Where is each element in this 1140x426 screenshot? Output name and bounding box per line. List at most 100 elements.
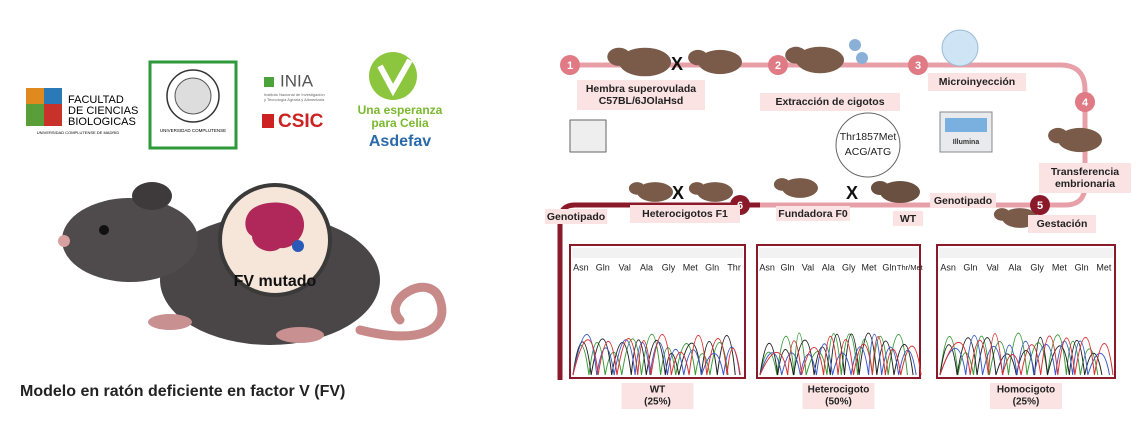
- mouse-head: [628, 182, 646, 195]
- chromatogram-frame: [569, 244, 746, 379]
- logo-footer: UNIVERSIDAD COMPLUTENSE DE MADRID: [37, 130, 120, 135]
- celia-logo: Una esperanza para Celia Asdefav: [358, 52, 443, 150]
- residue: Gln: [596, 262, 610, 272]
- label-box: [1039, 163, 1131, 193]
- logo-text: UNIVERSIDAD COMPLUTENSE: [160, 128, 226, 133]
- residue: Asn: [940, 262, 956, 272]
- label-box: [802, 383, 875, 409]
- residue: Ala: [822, 262, 835, 272]
- trace: [939, 333, 1114, 376]
- label-box: [630, 205, 740, 223]
- step-circle: [768, 55, 788, 75]
- mouse-head: [785, 46, 807, 64]
- step-number: 3: [915, 60, 921, 72]
- sequence-bar: [939, 248, 1113, 258]
- mouse: [697, 182, 733, 202]
- flow-label: Genotipado: [934, 195, 992, 207]
- logo-text: Asdefav: [369, 133, 431, 150]
- residue: Gly: [662, 262, 676, 272]
- mouse-head: [871, 181, 889, 195]
- flow-label: WT: [900, 213, 917, 225]
- residue: Met: [1052, 262, 1068, 272]
- mouse-paw: [148, 314, 192, 330]
- flow-label: Fundadora F0: [778, 208, 848, 220]
- step-label: Microinyección: [939, 76, 1015, 88]
- residue: Gln: [781, 262, 795, 272]
- mouse-head: [688, 49, 708, 66]
- trace: [939, 337, 1103, 376]
- residue: Thr: [727, 262, 741, 272]
- mouse-illustration: FV mutado: [58, 182, 447, 345]
- step-label: embrionaria: [1055, 178, 1115, 190]
- step-circle: [560, 55, 580, 75]
- trace: [759, 332, 908, 376]
- logo-text: INIA: [280, 71, 314, 90]
- sequence-bar: [759, 248, 918, 258]
- residue: Asn: [573, 262, 589, 272]
- logo-block: [262, 114, 274, 128]
- step-number: 5: [1037, 200, 1043, 212]
- mouse-head: [1048, 127, 1068, 144]
- mouse-head: [773, 178, 791, 191]
- chromatogram-frame: [756, 244, 921, 379]
- residue: Gln: [1075, 262, 1089, 272]
- cross-symbol: X: [672, 183, 684, 203]
- mouse: [698, 49, 742, 75]
- ucm-logo: UNIVERSIDAD COMPLUTENSE: [148, 60, 238, 150]
- label-box: [893, 211, 923, 226]
- sequencer-screen: [945, 118, 987, 132]
- mouse-head: [993, 208, 1011, 221]
- residue: Thr/Met: [897, 263, 924, 272]
- flow-label: Genotipado: [547, 211, 605, 223]
- residue: Gln: [963, 262, 977, 272]
- logo-text: DE CIENCIAS: [68, 105, 138, 117]
- step-label: Gestación: [1037, 218, 1088, 230]
- residue: Met: [862, 262, 878, 272]
- mouse-ear: [132, 182, 172, 210]
- flow-label: Illumina: [953, 139, 980, 146]
- microinjection: [941, 29, 979, 67]
- mouse-nose: [58, 235, 70, 247]
- trace: [759, 336, 922, 376]
- logo-block: [26, 104, 44, 126]
- logo-text: BIOLOGICAS: [68, 116, 136, 128]
- genotype-label: WT: [650, 385, 666, 396]
- mouse: [1058, 127, 1102, 153]
- label-box: [990, 383, 1062, 409]
- trace: [759, 334, 917, 376]
- computer: [569, 119, 607, 153]
- logo-block: [264, 77, 274, 87]
- step-circle: [1030, 195, 1050, 215]
- mouse: [782, 178, 818, 198]
- step-circle: [1075, 92, 1095, 112]
- step-label: Heterocigotos F1: [642, 208, 728, 220]
- cross-symbol: X: [846, 183, 858, 203]
- logo-block: [26, 88, 44, 104]
- residue: Val: [619, 262, 631, 272]
- residue: Gln: [705, 262, 719, 272]
- zygote: [856, 52, 868, 64]
- genotype-label: (25%): [1013, 397, 1040, 408]
- trace: [572, 334, 741, 376]
- step-label: Hembra superovulada: [586, 83, 696, 95]
- mouse-tail: [355, 282, 447, 341]
- mouse-head: [688, 182, 706, 195]
- step-number: 2: [775, 60, 781, 72]
- flow-label: Thr1857Met: [840, 131, 897, 143]
- trace: [939, 332, 1099, 376]
- seal-inner: [174, 77, 212, 115]
- mouse-paw: [276, 327, 324, 343]
- genotype-label: (25%): [644, 397, 671, 408]
- mouse: [796, 46, 844, 74]
- trace: [572, 335, 736, 376]
- mouse-head: [62, 198, 198, 282]
- label-box: [545, 209, 607, 224]
- logo-block: [44, 104, 62, 126]
- residue: Met: [1096, 262, 1112, 272]
- residue: Gln: [882, 262, 896, 272]
- zygote: [849, 39, 861, 51]
- residue: Gly: [1030, 262, 1044, 272]
- residue: Met: [683, 262, 699, 272]
